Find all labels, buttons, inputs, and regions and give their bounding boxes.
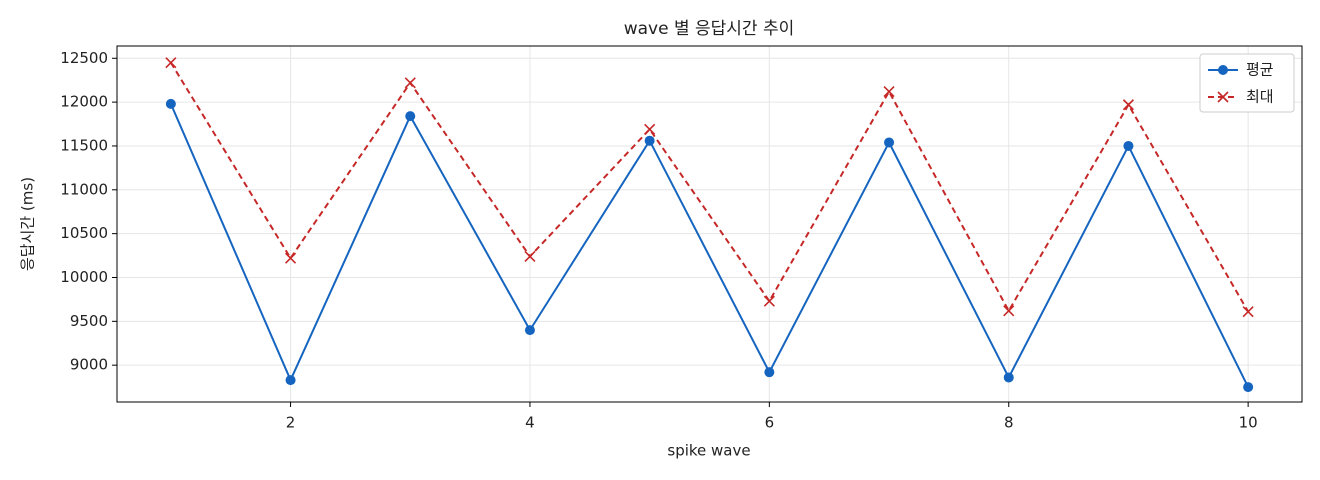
x-tick-label: 10 xyxy=(1239,414,1258,432)
x-tick-label: 8 xyxy=(1004,414,1014,432)
marker xyxy=(1003,372,1014,383)
marker xyxy=(165,57,177,69)
marker xyxy=(1003,305,1015,317)
legend-marker xyxy=(1218,65,1228,75)
marker xyxy=(884,137,895,148)
marker xyxy=(764,367,775,378)
marker xyxy=(165,98,176,109)
marker xyxy=(524,325,535,336)
plot-frame xyxy=(116,45,1303,403)
marker xyxy=(1243,382,1254,393)
marker xyxy=(404,77,416,89)
y-tick-label: 12500 xyxy=(60,49,108,67)
marker xyxy=(1123,140,1134,151)
y-tick-label: 10500 xyxy=(60,224,108,242)
marker xyxy=(1122,99,1135,111)
y-tick-label: 9500 xyxy=(70,312,108,330)
marker xyxy=(524,250,536,263)
x-axis-label: spike wave xyxy=(667,442,750,460)
y-tick-label: 10000 xyxy=(60,268,108,286)
series-line xyxy=(169,103,1250,388)
y-tick-label: 12000 xyxy=(60,93,108,111)
x-tick-label: 4 xyxy=(525,414,535,432)
y-tick-label: 9000 xyxy=(70,356,108,374)
legend-label: 최대 xyxy=(1246,88,1274,106)
y-axis-label: 응답시간 (ms) xyxy=(19,177,37,271)
marker xyxy=(284,252,297,264)
marker xyxy=(1242,306,1254,318)
legend-marker xyxy=(1217,91,1229,103)
x-tick-label: 6 xyxy=(765,414,775,432)
series-line xyxy=(170,62,1250,313)
y-tick-label: 11500 xyxy=(60,136,108,154)
marker xyxy=(644,135,655,146)
legend-label: 평균 xyxy=(1246,61,1274,79)
marker xyxy=(763,295,775,307)
marker xyxy=(644,123,656,135)
chart-title: wave 별 응답시간 추이 xyxy=(624,19,795,39)
marker xyxy=(405,111,416,122)
x-tick-label: 2 xyxy=(286,414,296,432)
marker xyxy=(883,86,895,98)
marker xyxy=(285,375,296,386)
y-tick-label: 11000 xyxy=(60,180,108,198)
